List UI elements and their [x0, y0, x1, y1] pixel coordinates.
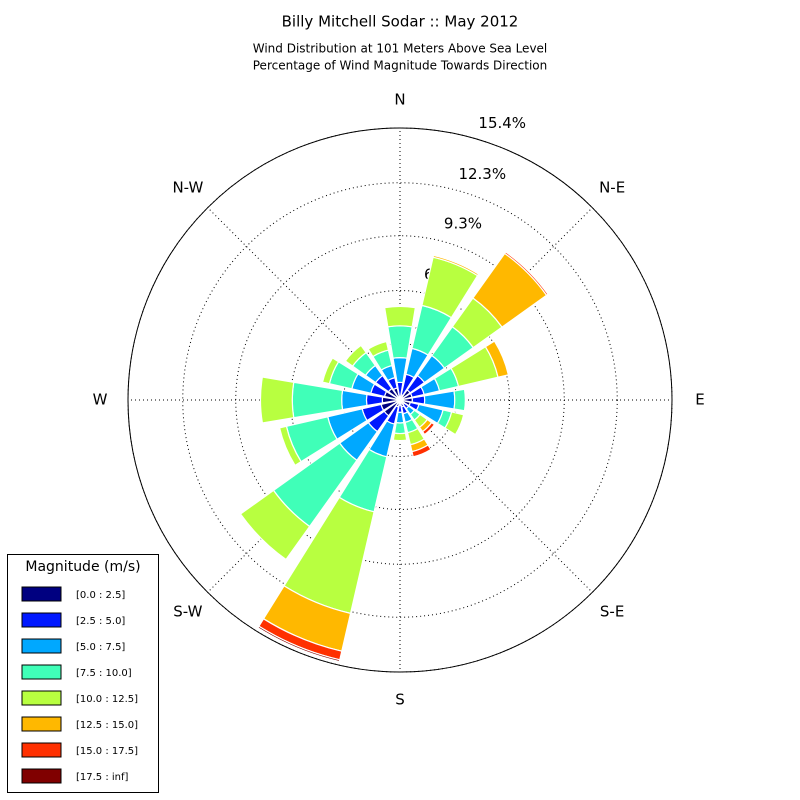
legend-swatch — [21, 690, 62, 706]
legend-label: [17.5 : inf] — [76, 772, 129, 783]
wind-segment — [344, 344, 367, 367]
grid-ring — [127, 127, 673, 673]
wind-segment — [367, 340, 390, 358]
wind-segment — [291, 381, 344, 419]
direction-label: S — [395, 691, 405, 709]
wind-segment — [484, 340, 510, 378]
wind-segment — [259, 376, 295, 424]
direction-label: N — [394, 91, 405, 109]
grid-spoke — [207, 207, 401, 401]
grid-ring — [289, 289, 511, 511]
legend-swatch — [21, 586, 62, 602]
direction-label: E — [695, 391, 704, 409]
chart-title: Billy Mitchell Sodar :: May 2012 — [282, 13, 519, 31]
wind-segment — [411, 444, 432, 458]
radial-tick-label: 9.3% — [444, 215, 482, 233]
wind-segment — [503, 251, 549, 297]
direction-label: N-W — [172, 178, 203, 196]
wind-segment — [387, 325, 413, 359]
legend-label: [12.5 : 15.0] — [76, 720, 138, 731]
wind-segment — [365, 393, 384, 407]
wind-segment — [321, 357, 340, 385]
grid-spoke — [399, 399, 593, 593]
legend-title: Magnitude (m/s) — [25, 559, 140, 575]
direction-label: S-E — [600, 603, 624, 621]
wind-segment — [453, 388, 466, 412]
legend-label: [5.0 : 7.5] — [76, 642, 125, 653]
radial-tick-label: 15.4% — [478, 114, 526, 132]
wind-segment — [341, 389, 368, 411]
direction-label: S-W — [173, 603, 202, 621]
grid-ring — [182, 182, 618, 618]
direction-label: N-E — [599, 178, 625, 196]
wind-segment — [432, 254, 480, 277]
legend-swatch — [21, 664, 62, 680]
wind-segment — [392, 432, 408, 442]
legend-swatch — [21, 716, 62, 732]
wind-segment — [278, 425, 302, 467]
legend-label: [15.0 : 17.5] — [76, 746, 138, 757]
legend-label: [10.0 : 12.5] — [76, 694, 138, 705]
direction-label: W — [93, 391, 108, 409]
legend-swatch — [21, 638, 62, 654]
legend-swatch — [21, 612, 62, 628]
legend-swatch — [21, 742, 62, 758]
wind-segment — [257, 625, 341, 663]
wind-segment — [421, 421, 436, 436]
legend-label: [2.5 : 5.0] — [76, 616, 125, 627]
radial-tick-label: 12.3% — [458, 165, 506, 183]
chart-subtitle: Wind Distribution at 101 Meters Above Se… — [253, 42, 548, 56]
legend-label: [0.0 : 2.5] — [76, 590, 125, 601]
wind-segment — [393, 421, 407, 435]
wind-segment — [444, 411, 465, 436]
wind-segment — [383, 305, 417, 328]
legend-label: [7.5 : 10.0] — [76, 668, 132, 679]
chart-subtitle: Percentage of Wind Magnitude Towards Dir… — [253, 59, 547, 73]
wind-segment — [239, 489, 311, 561]
legend-swatch — [21, 768, 62, 784]
